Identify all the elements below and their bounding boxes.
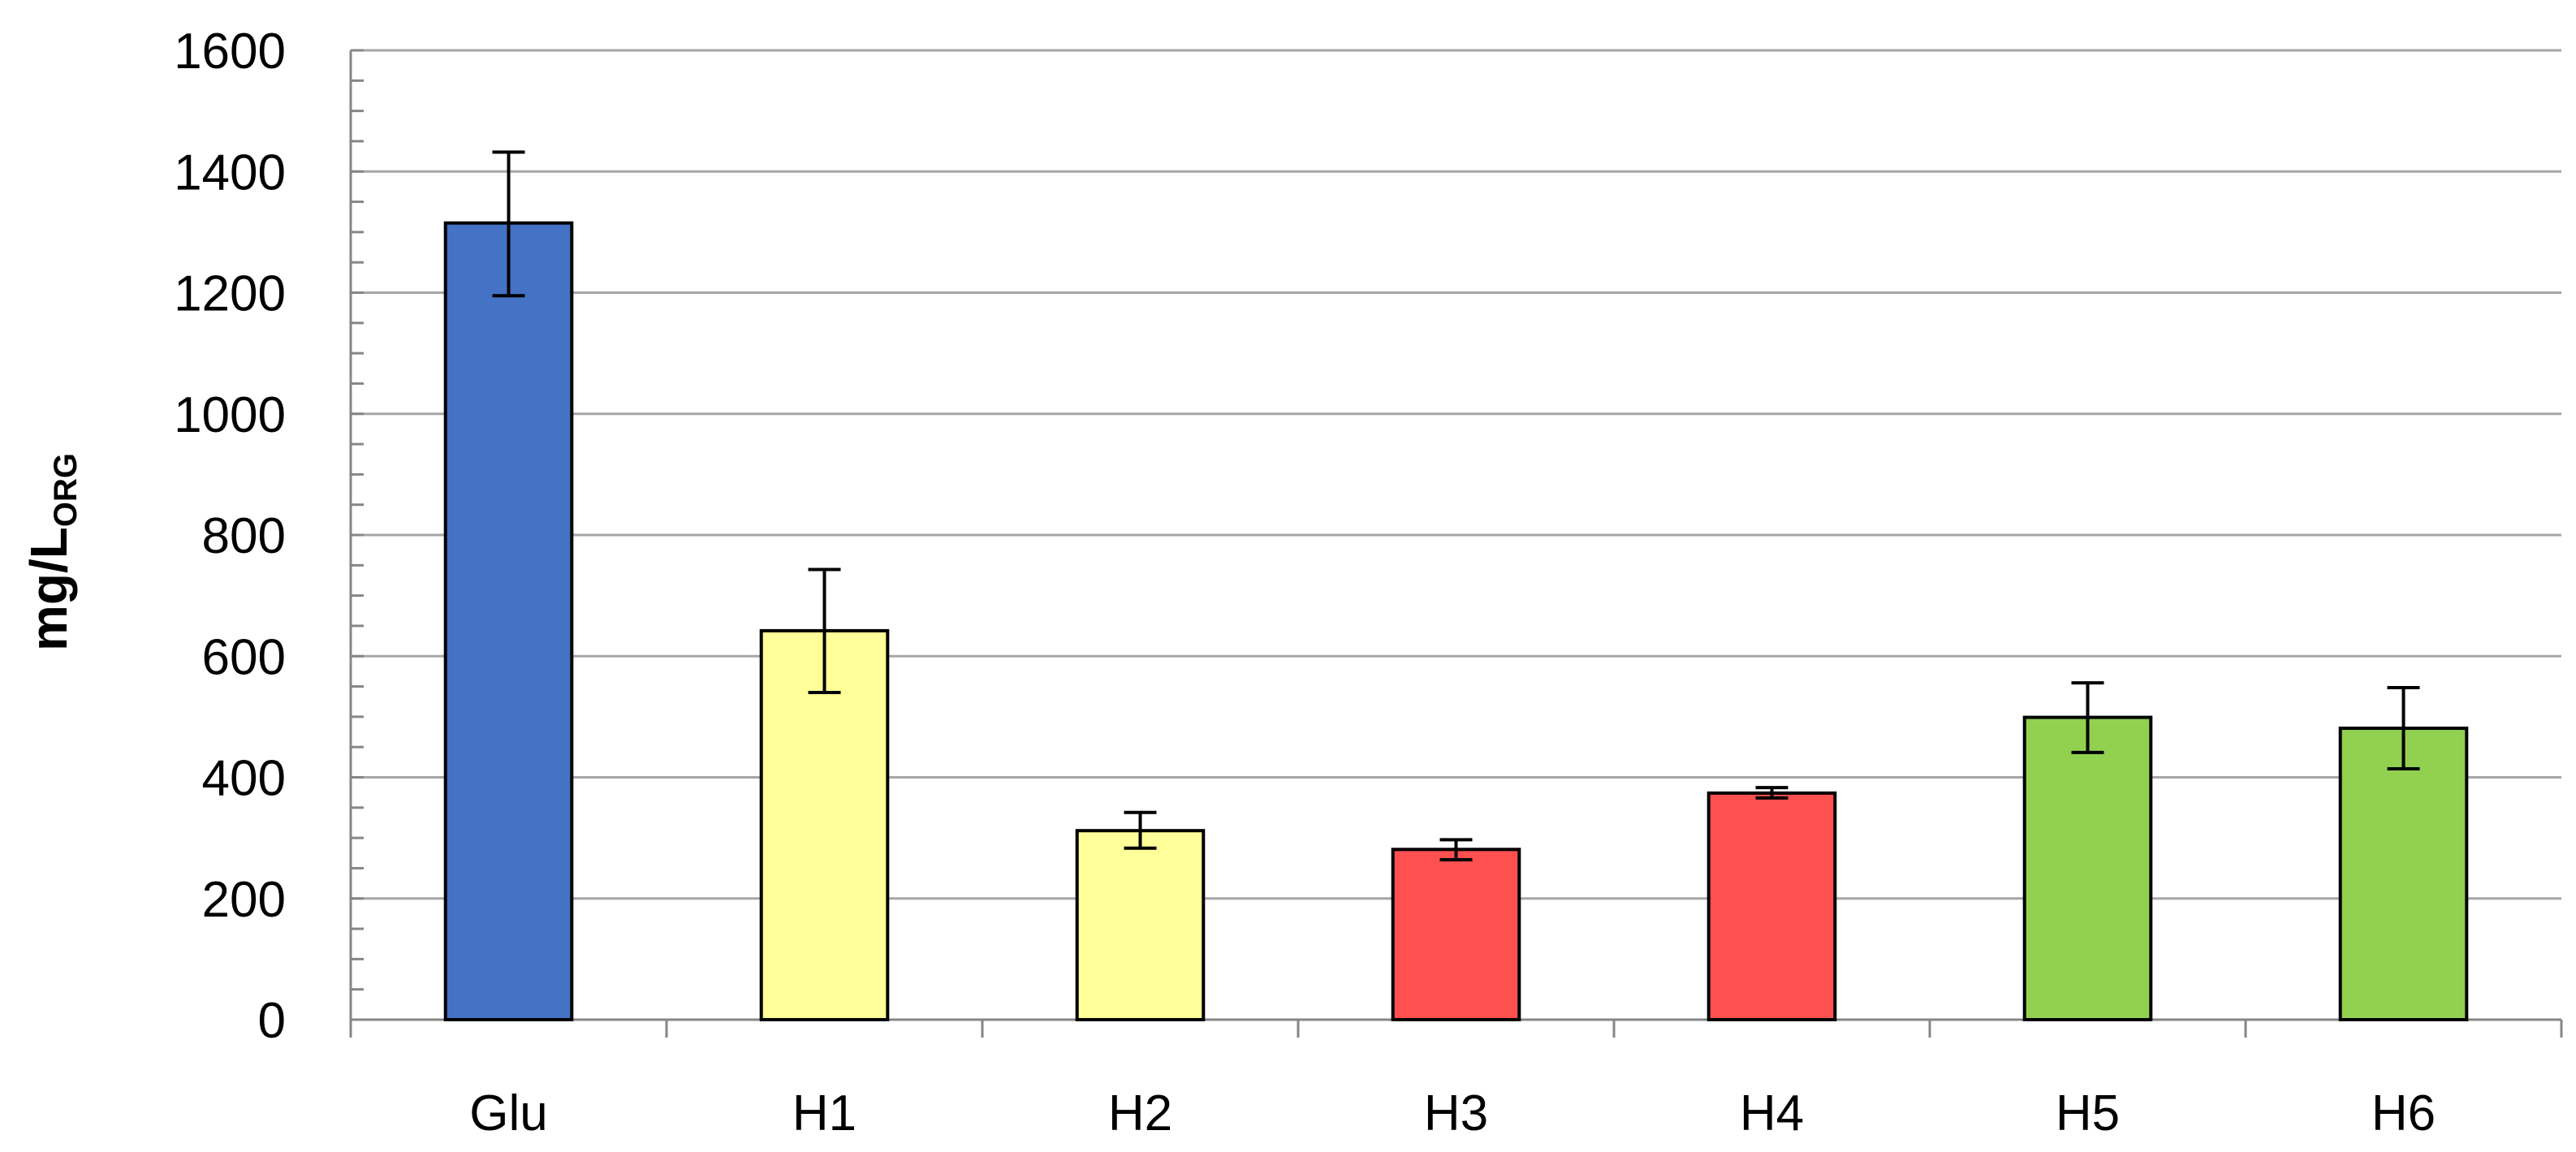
x-tick-label: H3 [1424,1085,1488,1141]
y-axis-title-main: mg/L [19,527,78,651]
y-tick-label: 1200 [174,266,286,322]
error-bar-h3 [1439,838,1473,861]
bar-glu [443,221,574,1021]
bar-h5 [2022,715,2153,1022]
bar-h4 [1707,791,1837,1022]
x-tick-label: H5 [2056,1085,2120,1141]
y-tick-label: 0 [258,993,286,1049]
x-tick-label: H2 [1108,1085,1172,1141]
error-bars [492,150,2420,861]
y-axis-title-subscript: ORG [48,453,84,527]
y-tick-label: 600 [202,629,286,685]
x-tick-label: H4 [1740,1085,1804,1141]
x-tick-label: Glu [469,1085,547,1141]
y-tick-label: 400 [202,751,286,807]
error-bar-h6 [2387,686,2420,771]
error-bar-h1 [808,567,841,695]
tick-labels: 0 200 400 600 800 1000 1200 1400 1600 Glu H1 H2 H3 H4… [174,24,2436,1141]
gridlines [351,49,2561,900]
x-tick-label: H6 [2371,1085,2436,1141]
error-bar-h4 [1755,786,1789,800]
y-tick-label: 1600 [174,24,286,80]
y-tick-label: 200 [202,872,286,928]
error-bar-h2 [1124,810,1157,850]
bar-h6 [2338,727,2469,1022]
y-tick-label: 1400 [174,145,286,201]
bar-h2 [1075,829,1206,1021]
axes [349,49,2563,1038]
x-tick-label: H1 [792,1085,857,1141]
y-tick-label: 800 [202,508,286,564]
error-bar-glu [492,150,525,298]
bar-h3 [1391,848,1521,1021]
bar-h1 [759,628,890,1021]
y-axis-title: mg/LORG [19,453,84,651]
bars [443,221,2469,1022]
error-bar-h5 [2071,681,2104,754]
y-tick-label: 1000 [174,387,286,443]
